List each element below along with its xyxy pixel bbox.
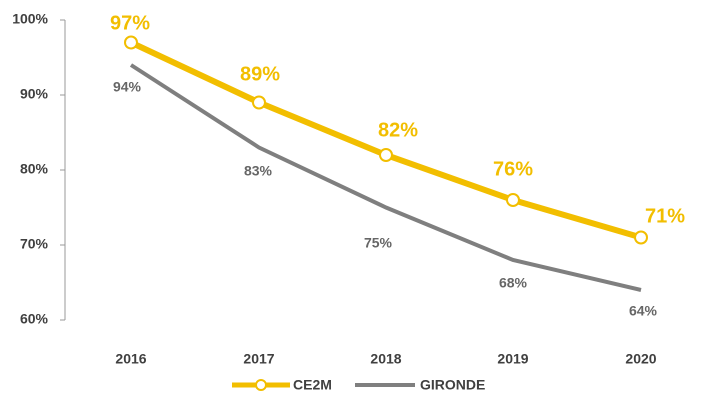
legend-label: GIRONDE [420,377,485,393]
point [506,193,520,207]
y-tick-label: 60% [20,311,49,327]
data-label: 97% [110,12,150,34]
data-label: 71% [645,205,685,227]
data-label: 94% [113,79,142,95]
point [634,230,648,245]
x-tick-label: 2018 [370,351,401,367]
data-label: 64% [629,303,658,319]
x-tick-label: 2017 [243,351,274,367]
x-tick-label: 2016 [115,351,146,367]
data-label: 75% [364,235,393,251]
legend-label: CE2M [293,377,332,393]
data-label: 82% [378,119,418,141]
y-tick-label: 100% [12,11,48,27]
data-label: 83% [244,163,273,179]
data-label: 76% [493,158,533,180]
legend-marker [255,379,267,391]
y-tick-label: 90% [20,86,49,102]
point [252,95,266,110]
point [379,148,393,162]
y-tick-label: 70% [20,236,49,252]
data-label: 68% [499,275,528,291]
x-tick-label: 2020 [625,351,656,367]
series-line [129,63,642,292]
data-label: 89% [240,63,280,85]
point [124,35,138,50]
x-tick-label: 2019 [497,351,528,367]
y-tick-label: 80% [20,161,49,177]
